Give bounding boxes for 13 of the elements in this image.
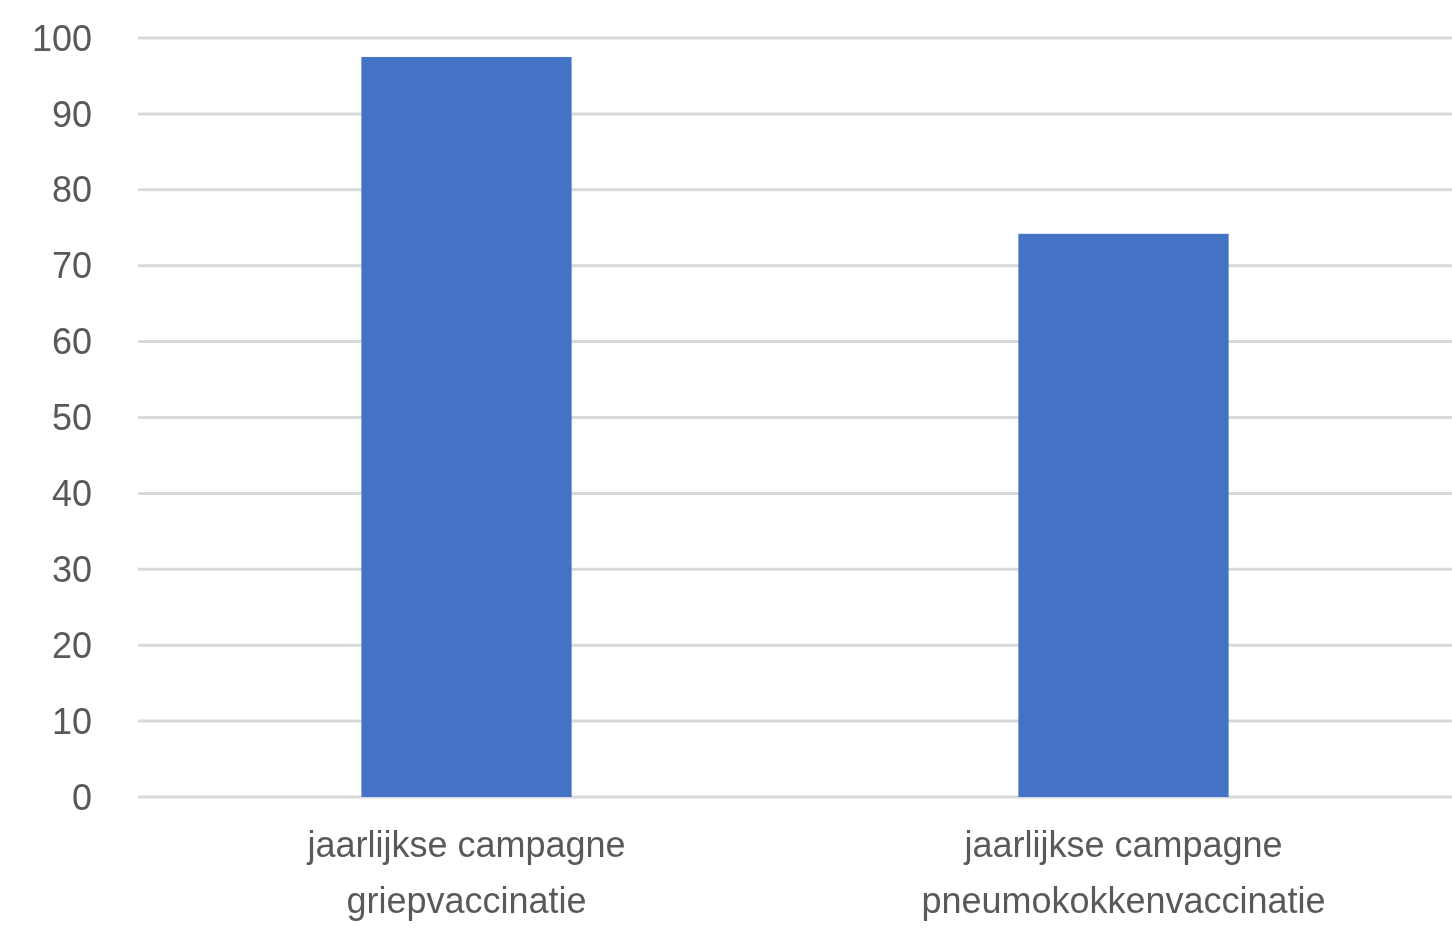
y-tick-label: 100: [31, 17, 92, 59]
x-tick-label: jaarlijkse campagne griepvaccinatie: [306, 824, 626, 921]
y-tick-label: 0: [71, 776, 92, 818]
y-tick-label: 70: [51, 245, 92, 287]
y-tick-label: 50: [51, 397, 92, 439]
x-tick-label: jaarlijkse campagne pneumokokkenvaccinatie: [921, 824, 1326, 921]
y-tick-label: 20: [51, 624, 92, 666]
y-tick-label: 10: [51, 700, 92, 742]
y-tick-label: 30: [51, 548, 92, 590]
y-tick-label: 60: [51, 321, 92, 363]
y-tick-label: 90: [51, 93, 92, 135]
y-tick-label: 80: [51, 169, 92, 211]
y-tick-label: 40: [51, 473, 92, 514]
